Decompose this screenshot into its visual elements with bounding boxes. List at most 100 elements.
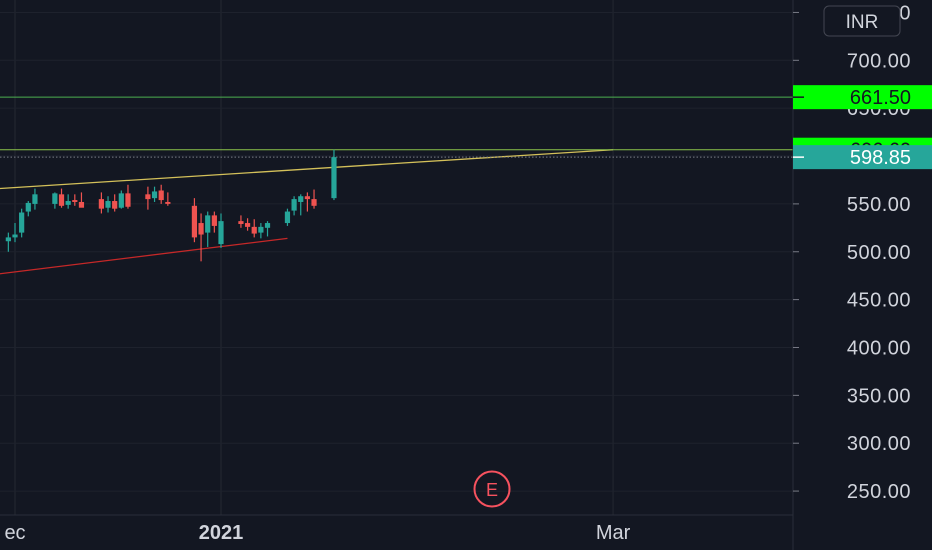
candle-body <box>298 196 304 202</box>
candle[interactable] <box>25 201 31 217</box>
chart-grid <box>0 0 793 516</box>
candle[interactable] <box>12 223 18 243</box>
candle[interactable] <box>151 186 158 202</box>
price-tick-label: 450.00 <box>847 290 911 312</box>
candle[interactable] <box>5 232 11 252</box>
candle[interactable] <box>118 190 124 209</box>
candle-body <box>52 193 58 204</box>
candle[interactable] <box>291 196 297 216</box>
trend-lines[interactable] <box>0 149 614 278</box>
price-tick-label: 700.00 <box>847 50 911 72</box>
candle-body <box>118 193 124 208</box>
earnings-event-marker[interactable]: E <box>473 470 511 508</box>
candle-body <box>32 194 38 204</box>
time-tick-label: 2021 <box>199 522 244 544</box>
candle-body <box>125 193 131 207</box>
candle-body <box>25 202 31 212</box>
candle[interactable] <box>191 198 198 243</box>
candle-body <box>19 212 25 233</box>
price-label-bg <box>793 145 932 170</box>
candle[interactable] <box>78 192 85 208</box>
candle-body <box>284 211 291 224</box>
candle-body <box>238 221 244 224</box>
candle[interactable] <box>32 188 38 210</box>
candle[interactable] <box>244 218 251 231</box>
candle-body <box>12 234 18 238</box>
trend-line[interactable] <box>0 237 288 277</box>
candle[interactable] <box>58 188 65 208</box>
candle[interactable] <box>198 213 204 262</box>
candle[interactable] <box>304 192 310 212</box>
horizontal-lines[interactable] <box>0 96 793 158</box>
candle-body <box>78 201 85 208</box>
candle-body <box>191 205 198 238</box>
candlesticks[interactable] <box>5 149 337 262</box>
price-tick-label: 350.00 <box>847 385 911 407</box>
candle-body <box>211 215 217 226</box>
price-tick-label: 400.00 <box>847 337 911 359</box>
candle[interactable] <box>65 194 71 209</box>
candle-body <box>151 191 158 199</box>
price-label-bg <box>793 85 932 110</box>
candle-body <box>331 157 337 199</box>
candle-body <box>5 237 11 242</box>
earnings-event-letter: E <box>486 480 498 500</box>
candle-body <box>72 200 78 202</box>
price-label-text: 598.85 <box>850 147 911 169</box>
candle[interactable] <box>19 208 25 238</box>
candle-body <box>98 199 104 209</box>
candle[interactable] <box>105 196 111 213</box>
candle-body <box>205 215 211 233</box>
candle-body <box>258 226 264 233</box>
candle[interactable] <box>158 184 164 204</box>
price-tick-label: 250.00 <box>847 481 911 503</box>
candle-body <box>65 201 71 205</box>
candle-body <box>311 199 317 206</box>
time-tick-label: Mar <box>596 522 631 544</box>
time-axis[interactable]: ec 2021 Mar <box>4 522 630 544</box>
price-labels: 661.50606.60598.85 <box>793 85 932 170</box>
candle[interactable] <box>125 184 131 209</box>
candle-body <box>251 226 257 234</box>
candle-body <box>304 196 310 200</box>
candle-body <box>198 223 204 235</box>
trend-line[interactable] <box>0 149 614 191</box>
candle-body <box>112 201 118 209</box>
candle[interactable] <box>264 221 271 237</box>
price-label: 661.50 <box>793 85 932 110</box>
candle[interactable] <box>298 194 304 216</box>
candle-body <box>58 194 65 206</box>
candle[interactable] <box>165 192 171 206</box>
candle[interactable] <box>331 149 337 201</box>
price-label-text: 661.50 <box>850 87 911 109</box>
candle-body <box>218 221 224 245</box>
currency-label: INR <box>846 12 879 33</box>
candle-body <box>158 190 164 201</box>
price-axis[interactable]: 250.00 300.00 350.00 400.00 450.00 500.00 550.… <box>792 0 932 550</box>
candle[interactable] <box>311 189 317 209</box>
candle-body <box>244 223 251 227</box>
price-tick-label: 500.00 <box>847 242 911 264</box>
time-tick-label: ec <box>4 522 25 544</box>
candle[interactable] <box>238 215 244 228</box>
candle-body <box>291 199 297 211</box>
candle[interactable] <box>258 223 264 239</box>
candle-body <box>264 223 271 228</box>
price-tick-label: 300.00 <box>847 433 911 455</box>
candle[interactable] <box>205 211 211 247</box>
candle[interactable] <box>98 192 104 214</box>
price-tick-label: 550.00 <box>847 194 911 216</box>
candle[interactable] <box>112 194 118 212</box>
candle-body <box>165 201 171 204</box>
price-label: 598.85 <box>793 145 932 170</box>
candle-body <box>105 201 111 208</box>
candle[interactable] <box>218 213 224 248</box>
candle[interactable] <box>211 211 217 233</box>
candle[interactable] <box>284 208 291 226</box>
candle[interactable] <box>52 192 58 209</box>
candle[interactable] <box>145 186 151 210</box>
candle[interactable] <box>72 194 78 206</box>
candle[interactable] <box>251 219 257 238</box>
currency-badge[interactable]: INR <box>823 5 901 37</box>
